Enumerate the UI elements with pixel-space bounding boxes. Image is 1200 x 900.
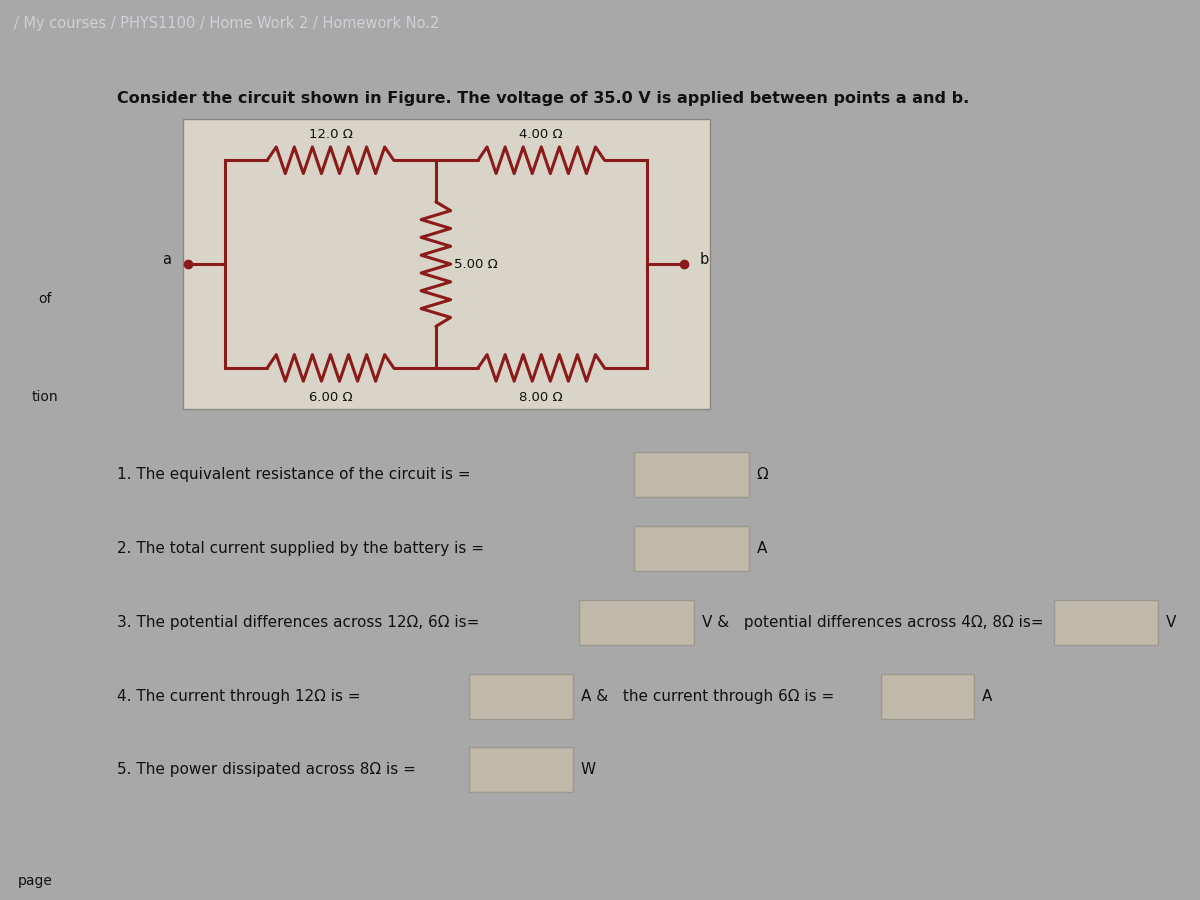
Text: 3. The potential differences across 12Ω, 6Ω is=: 3. The potential differences across 12Ω,… bbox=[118, 615, 480, 630]
Text: tion: tion bbox=[31, 391, 59, 404]
Text: page: page bbox=[18, 874, 53, 888]
Text: 12.0 Ω: 12.0 Ω bbox=[308, 128, 353, 141]
Text: 5.00 Ω: 5.00 Ω bbox=[454, 257, 497, 271]
Text: 5. The power dissipated across 8Ω is =: 5. The power dissipated across 8Ω is = bbox=[118, 762, 416, 778]
Bar bbox=[469, 673, 574, 718]
Bar bbox=[578, 600, 694, 645]
Text: Ω: Ω bbox=[756, 467, 768, 482]
Text: a: a bbox=[162, 252, 172, 267]
Text: A: A bbox=[982, 688, 992, 704]
Text: of: of bbox=[38, 292, 52, 306]
Text: b: b bbox=[700, 252, 709, 267]
Bar bbox=[184, 119, 710, 410]
Bar bbox=[881, 673, 974, 718]
Text: / My courses / PHYS1100 / Home Work 2 / Homework No.2: / My courses / PHYS1100 / Home Work 2 / … bbox=[14, 16, 439, 32]
Bar bbox=[634, 526, 749, 572]
Text: V: V bbox=[1166, 615, 1176, 630]
Text: W: W bbox=[581, 762, 596, 778]
Text: A: A bbox=[756, 541, 767, 556]
Bar bbox=[1054, 600, 1158, 645]
Text: Consider the circuit shown in Figure. The voltage of 35.0 V is applied between p: Consider the circuit shown in Figure. Th… bbox=[118, 91, 970, 105]
Text: A &   the current through 6Ω is =: A & the current through 6Ω is = bbox=[581, 688, 834, 704]
Bar bbox=[469, 747, 574, 792]
Bar bbox=[634, 453, 749, 498]
Text: 8.00 Ω: 8.00 Ω bbox=[520, 392, 563, 404]
Text: 4. The current through 12Ω is =: 4. The current through 12Ω is = bbox=[118, 688, 361, 704]
Text: 1. The equivalent resistance of the circuit is =: 1. The equivalent resistance of the circ… bbox=[118, 467, 472, 482]
Text: 4.00 Ω: 4.00 Ω bbox=[520, 128, 563, 141]
Text: 6.00 Ω: 6.00 Ω bbox=[308, 392, 353, 404]
Text: 2. The total current supplied by the battery is =: 2. The total current supplied by the bat… bbox=[118, 541, 485, 556]
Text: V &   potential differences across 4Ω, 8Ω is=: V & potential differences across 4Ω, 8Ω … bbox=[702, 615, 1043, 630]
